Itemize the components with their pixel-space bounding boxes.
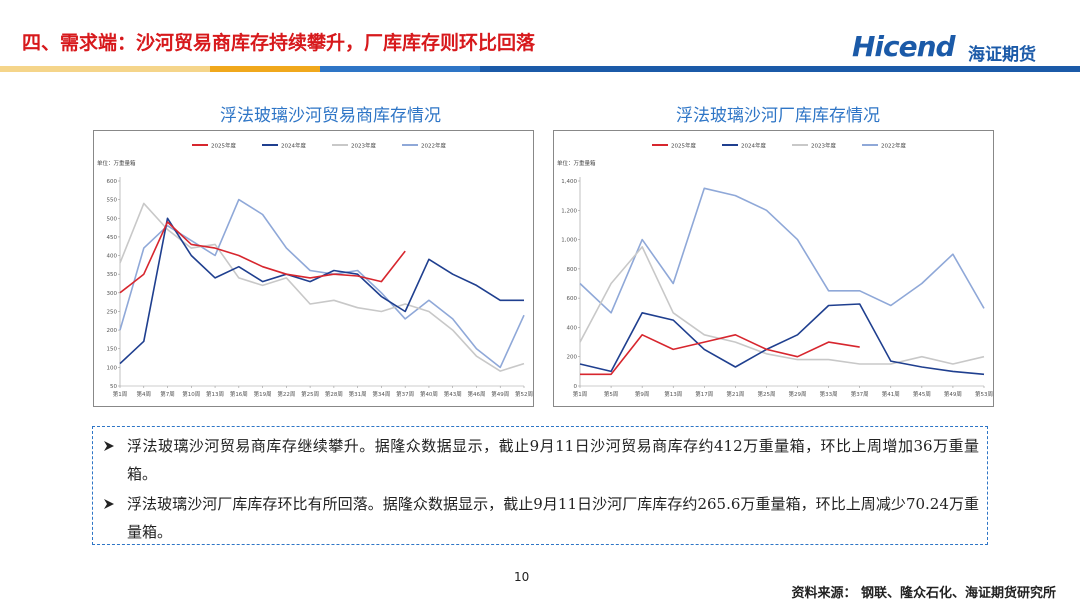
legend-label: 2023年度	[351, 142, 376, 150]
y-tick-label: 400	[567, 325, 578, 331]
x-tick-label: 第52周	[515, 390, 533, 398]
page-number: 10	[514, 570, 530, 584]
y-tick-label: 400	[107, 254, 118, 260]
unit-label: 单位：万重量箱	[97, 159, 136, 167]
y-tick-label: 1,000	[561, 238, 577, 244]
x-tick-label: 第37周	[851, 390, 869, 398]
y-tick-label: 600	[567, 296, 578, 302]
series-line	[119, 202, 525, 372]
logo: Hicend	[852, 30, 956, 63]
y-tick-label: 1,200	[561, 208, 577, 214]
y-tick-label: 1,400	[561, 179, 577, 185]
header-bar	[480, 66, 1080, 72]
y-tick-label: 300	[107, 291, 118, 297]
y-tick-label: 450	[107, 235, 118, 241]
legend-label: 2022年度	[881, 142, 906, 150]
legend-label: 2025年度	[671, 142, 696, 150]
legend-label: 2024年度	[281, 142, 306, 150]
x-tick-label: 第17周	[695, 390, 713, 398]
x-tick-label: 第31周	[349, 390, 367, 398]
x-tick-label: 第29周	[789, 390, 807, 398]
x-tick-label: 第1周	[113, 390, 128, 398]
x-tick-label: 第34周	[372, 390, 390, 398]
header-bar	[210, 66, 320, 72]
y-tick-label: 200	[107, 328, 118, 334]
series-line	[579, 187, 985, 314]
bullet	[104, 441, 114, 451]
x-tick-label: 第45周	[913, 390, 931, 398]
y-tick-label: 600	[107, 179, 118, 185]
x-tick-label: 第13周	[206, 390, 224, 398]
x-tick-label: 第40周	[420, 390, 438, 398]
chart-frame: 2025年度 2024年度 2023年度 2022年度单位：万重量箱 0 200 400 60…	[553, 130, 994, 407]
notes-box: 浮法玻璃沙河贸易商库存继续攀升。据隆众数据显示，截止9月11日沙河贸易商库存约4…	[92, 426, 988, 545]
x-tick-label: 第28周	[325, 390, 343, 398]
chart-title: 浮法玻璃沙河厂库库存情况	[676, 106, 880, 126]
series-line	[579, 303, 985, 376]
y-tick-label: 350	[107, 272, 118, 278]
note-text: 浮法玻璃沙河贸易商库存继续攀升。据隆众数据显示，截止9月11日沙河贸易商库存约4…	[127, 437, 979, 483]
note: 浮法玻璃沙河厂库库存环比有所回落。据隆众数据显示，截止9月11日沙河厂库库存约2…	[103, 490, 979, 546]
x-tick-label: 第21周	[726, 390, 744, 398]
y-tick-label: 50	[110, 384, 117, 390]
x-tick-label: 第9周	[635, 390, 650, 398]
logo-cn: 海证期货	[968, 45, 1036, 65]
bullet	[104, 499, 114, 509]
x-tick-label: 第49周	[491, 390, 509, 398]
x-tick-label: 第13周	[664, 390, 682, 398]
x-tick-label: 第4周	[137, 390, 152, 398]
x-tick-label: 第53周	[975, 390, 993, 398]
x-tick-label: 第22周	[277, 390, 295, 398]
y-tick-label: 0	[574, 384, 578, 390]
x-tick-label: 第33周	[820, 390, 838, 398]
x-tick-label: 第5周	[604, 390, 619, 398]
x-tick-label: 第25周	[301, 390, 319, 398]
chart-title: 浮法玻璃沙河贸易商库存情况	[220, 106, 441, 126]
x-tick-label: 第16周	[230, 390, 248, 398]
legend-label: 2025年度	[211, 142, 236, 150]
series-line	[579, 246, 985, 365]
x-tick-label: 第41周	[882, 390, 900, 398]
unit-label: 单位：万重量箱	[557, 159, 596, 167]
legend-label: 2023年度	[811, 142, 836, 150]
x-tick-label: 第1周	[573, 390, 588, 398]
header-bar	[0, 66, 210, 72]
source: 资料来源： 钢联、隆众石化、海证期货研究所	[791, 586, 1056, 601]
y-tick-label: 250	[107, 309, 118, 315]
legend-label: 2024年度	[741, 142, 766, 150]
x-tick-label: 第43周	[444, 390, 462, 398]
y-tick-label: 800	[567, 267, 578, 273]
slide-title: 四、需求端：沙河贸易商库存持续攀升，厂库库存则环比回落	[22, 32, 536, 54]
x-tick-label: 第10周	[182, 390, 200, 398]
x-tick-label: 第25周	[757, 390, 775, 398]
x-tick-label: 第7周	[160, 390, 175, 398]
y-tick-label: 550	[107, 198, 118, 204]
note: 浮法玻璃沙河贸易商库存继续攀升。据隆众数据显示，截止9月11日沙河贸易商库存约4…	[103, 432, 979, 488]
y-tick-label: 100	[107, 365, 118, 371]
x-tick-label: 第49周	[944, 390, 962, 398]
series-line	[119, 221, 406, 294]
x-tick-label: 第37周	[396, 390, 414, 398]
y-tick-label: 500	[107, 216, 118, 222]
y-tick-label: 200	[567, 355, 578, 361]
legend-label: 2022年度	[421, 142, 446, 150]
series-line	[119, 198, 525, 369]
y-tick-label: 150	[107, 347, 118, 353]
x-tick-label: 第46周	[467, 390, 485, 398]
note-text: 浮法玻璃沙河厂库库存环比有所回落。据隆众数据显示，截止9月11日沙河厂库库存约2…	[127, 495, 979, 541]
series-line	[580, 334, 860, 376]
chart-frame: 2025年度 2024年度 2023年度 2022年度单位：万重量箱 50 100 150 2…	[93, 130, 534, 407]
x-tick-label: 第19周	[254, 390, 272, 398]
header-bar	[320, 66, 480, 72]
